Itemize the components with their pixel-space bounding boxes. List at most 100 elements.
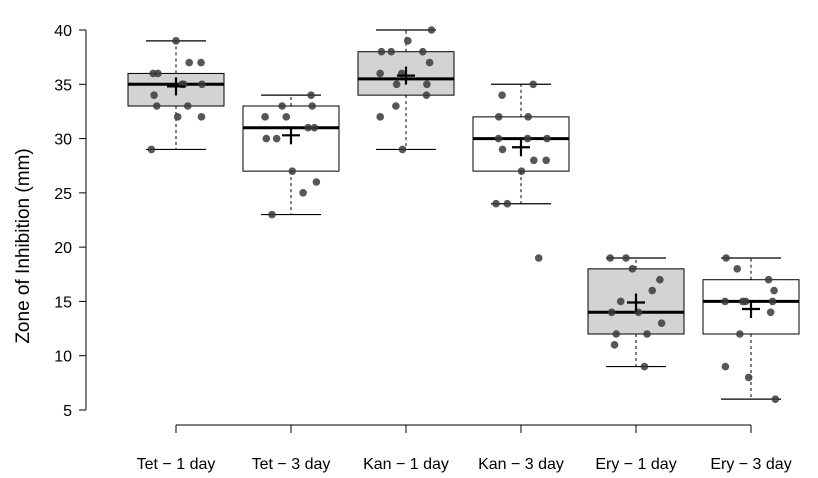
data-point [738, 297, 747, 306]
data-point [524, 113, 532, 121]
data-point [278, 102, 286, 110]
data-point [721, 297, 729, 306]
data-point [150, 91, 158, 99]
y-tick-label: 5 [63, 403, 72, 420]
data-point [308, 102, 317, 110]
box-1 [127, 37, 225, 154]
data-point [387, 47, 396, 56]
data-point [494, 113, 503, 121]
data-point [622, 254, 630, 262]
data-point [422, 91, 431, 99]
data-point [147, 145, 156, 154]
data-point [376, 113, 385, 121]
data-point [310, 123, 319, 132]
y-tick-label: 15 [54, 294, 72, 311]
data-point [152, 102, 161, 110]
x-tick-label: Ery − 3 day [710, 456, 791, 473]
data-point [517, 167, 526, 175]
x-tick-label: Ery − 1 day [595, 456, 676, 473]
data-point [498, 145, 507, 154]
box-group [127, 26, 800, 403]
y-tick-label: 10 [54, 349, 72, 366]
data-point [606, 254, 615, 262]
data-point [173, 113, 182, 121]
data-point [523, 134, 532, 143]
data-point [427, 26, 436, 34]
data-point [197, 58, 205, 67]
box-4 [472, 80, 570, 262]
data-point [770, 286, 778, 295]
data-point [764, 275, 773, 284]
data-point [398, 145, 407, 154]
data-point [404, 37, 412, 45]
data-point [183, 102, 192, 110]
data-point [494, 134, 503, 143]
box-3 [357, 26, 455, 154]
data-point [534, 254, 543, 262]
y-tick-label: 25 [54, 186, 72, 203]
iqr-box [472, 116, 570, 172]
box-5 [587, 254, 685, 371]
data-point [492, 199, 500, 208]
data-point [377, 47, 386, 56]
data-point [299, 189, 307, 197]
x-tick-label: Kan − 3 day [478, 456, 564, 473]
data-point [498, 91, 506, 99]
x-tick-label: Tet − 1 day [137, 456, 216, 473]
data-point [616, 297, 625, 306]
data-point [656, 275, 664, 284]
data-point [648, 286, 657, 295]
data-point [543, 134, 551, 143]
data-point [607, 308, 616, 317]
data-point [736, 330, 744, 338]
data-point [425, 58, 434, 67]
y-axis: 5 10 15 20 25 30 35 40 [54, 23, 87, 420]
data-point [282, 113, 291, 121]
data-point [185, 58, 194, 67]
data-point [376, 69, 384, 78]
data-point [721, 362, 730, 371]
data-point [722, 254, 730, 262]
x-axis: Tet − 1 day Tet − 3 day Kan − 1 day Kan − 3… [137, 424, 792, 473]
y-axis-title: Zone of Inhibition (mm) [13, 148, 34, 343]
data-point [530, 156, 538, 165]
data-point [392, 80, 401, 89]
data-point [172, 37, 180, 45]
data-point [288, 167, 297, 175]
data-point [612, 330, 621, 338]
data-point [268, 210, 276, 219]
data-point [198, 80, 206, 89]
x-tick-label: Kan − 1 day [363, 456, 449, 473]
iqr-box [587, 268, 685, 335]
data-point [657, 319, 666, 327]
data-point [744, 373, 753, 382]
data-point [628, 265, 637, 273]
box-2 [242, 91, 340, 219]
data-point [418, 47, 427, 56]
y-tick-label: 40 [54, 23, 72, 40]
data-point [643, 330, 651, 338]
data-point [272, 134, 281, 143]
data-point [423, 80, 431, 89]
x-tick-label: Tet − 3 day [252, 456, 331, 473]
data-point [503, 199, 512, 208]
data-point [771, 395, 780, 403]
box-6 [702, 254, 800, 403]
data-point [766, 308, 775, 317]
data-point [610, 341, 619, 349]
y-tick-label: 30 [54, 132, 72, 149]
data-point [304, 123, 312, 132]
y-tick-label: 35 [54, 77, 72, 94]
data-point [768, 297, 777, 306]
data-point [197, 113, 206, 121]
data-point [392, 102, 400, 110]
data-point [312, 178, 321, 186]
data-point [529, 80, 538, 89]
data-point [640, 362, 649, 371]
data-point [261, 113, 269, 121]
data-point [307, 91, 315, 99]
data-point [262, 134, 271, 143]
data-point [733, 265, 742, 273]
y-tick-label: 20 [54, 240, 72, 257]
